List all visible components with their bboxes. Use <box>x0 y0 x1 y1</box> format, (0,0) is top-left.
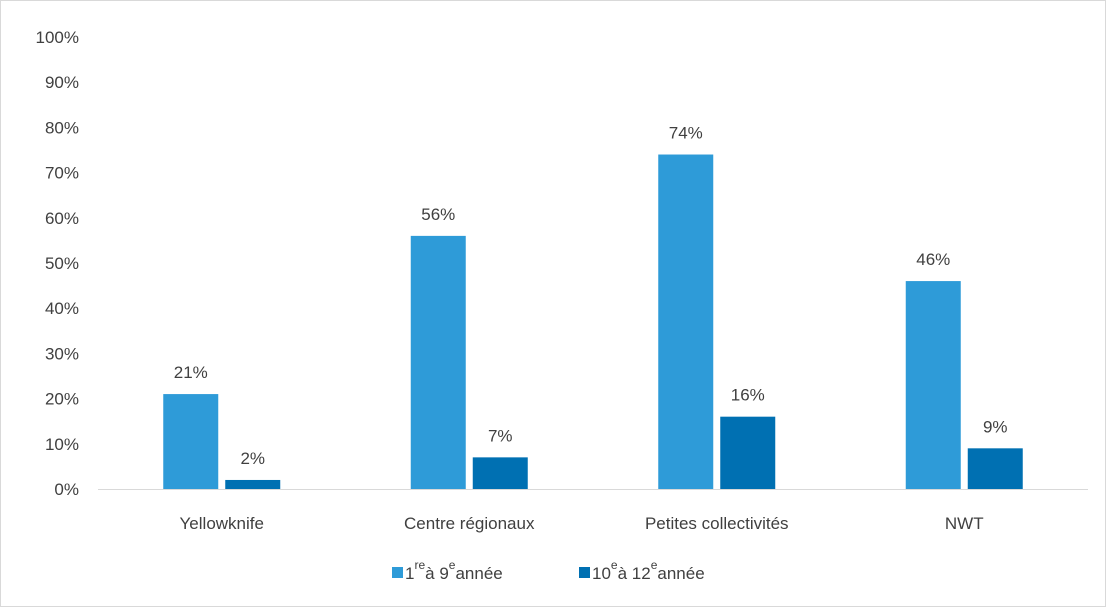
data-label: 56% <box>421 205 455 224</box>
y-tick-label: 100% <box>36 28 79 47</box>
y-tick-label: 40% <box>45 299 79 318</box>
bar <box>225 479 281 489</box>
legend-swatch <box>579 567 590 578</box>
legend-label: 1reà 9eannée <box>405 558 503 583</box>
data-label: 46% <box>916 250 950 269</box>
legend: 1reà 9eannée 10eà 12eannée <box>392 558 705 583</box>
y-tick-label: 90% <box>45 73 79 92</box>
y-axis: 0% 10% 20% 30% 40% 50% 60% 70% 80% 90% 100% <box>36 28 79 499</box>
x-tick-label: Yellowknife <box>180 514 264 533</box>
bar <box>163 394 219 489</box>
data-label: 21% <box>174 363 208 382</box>
bar <box>658 154 714 489</box>
x-tick-label: NWT <box>945 514 984 533</box>
data-label: 2% <box>240 449 265 468</box>
bar <box>720 416 776 489</box>
bars <box>163 154 1023 489</box>
x-axis: Yellowknife Centre régionaux Petites colle… <box>180 514 984 533</box>
legend-label: 10eà 12eannée <box>592 558 705 583</box>
data-label: 9% <box>983 417 1008 436</box>
legend-swatch <box>392 567 403 578</box>
x-tick-label: Petites collectivités <box>645 514 789 533</box>
bar <box>472 457 528 489</box>
data-label: 7% <box>488 426 513 445</box>
data-label: 16% <box>731 386 765 405</box>
y-tick-label: 30% <box>45 344 79 363</box>
y-tick-label: 70% <box>45 164 79 183</box>
y-tick-label: 50% <box>45 254 79 273</box>
y-tick-label: 60% <box>45 209 79 228</box>
x-tick-label: Centre régionaux <box>404 514 535 533</box>
y-tick-label: 80% <box>45 118 79 137</box>
y-tick-label: 0% <box>54 480 79 499</box>
y-tick-label: 20% <box>45 390 79 409</box>
data-labels: 21% 2% 56% 7% 74% 16% 46% 9% <box>174 124 1008 468</box>
data-label: 74% <box>669 124 703 143</box>
bar <box>905 281 961 489</box>
bar <box>410 235 466 489</box>
y-tick-label: 10% <box>45 435 79 454</box>
bar <box>967 448 1023 489</box>
